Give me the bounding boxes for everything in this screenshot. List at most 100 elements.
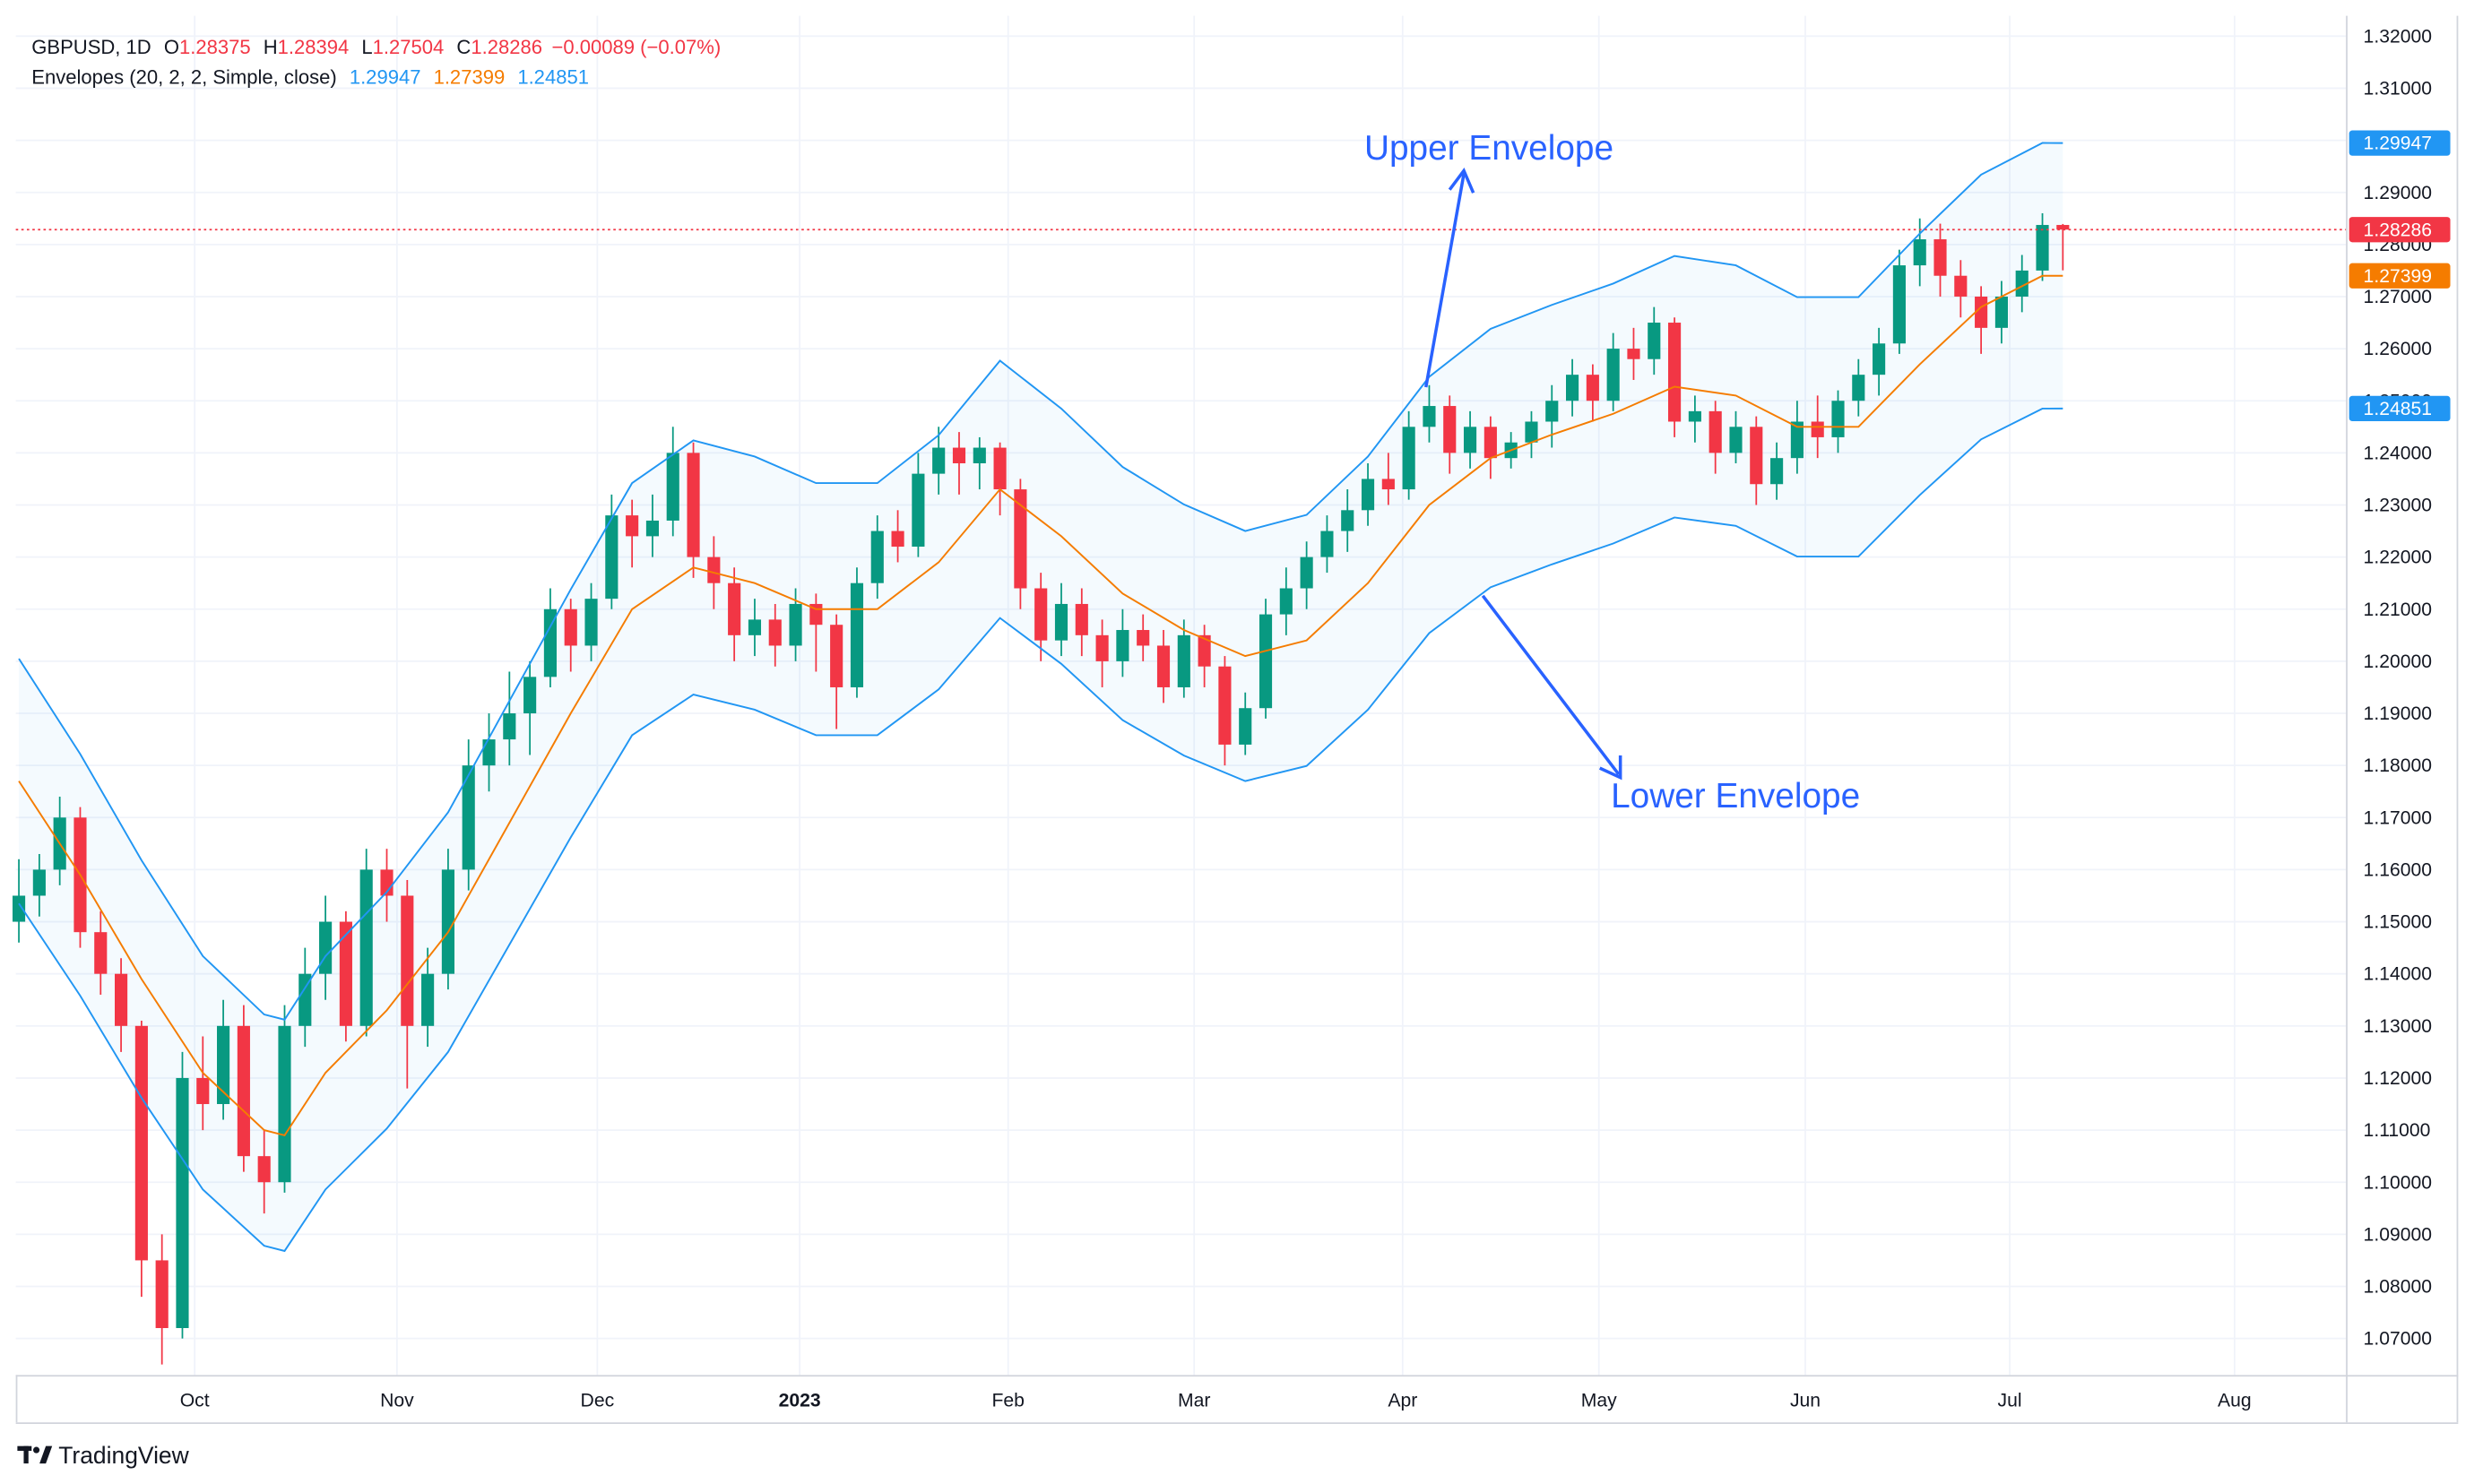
y-tick-label: 1.27000 xyxy=(2364,287,2432,307)
candle-body xyxy=(1177,634,1190,687)
y-tick-label: 1.12000 xyxy=(2364,1068,2432,1089)
candle-body xyxy=(32,869,46,896)
candle-body xyxy=(1320,531,1334,557)
candle-body xyxy=(217,1025,230,1105)
y-tick-label: 1.29000 xyxy=(2364,183,2432,203)
ohlc-value: 1.28394 xyxy=(278,36,350,58)
candle-body xyxy=(503,713,516,740)
price-tag-label: 1.27399 xyxy=(2364,266,2432,287)
y-tick-label: 1.21000 xyxy=(2364,600,2432,620)
candle-body xyxy=(830,625,843,687)
y-tick-label: 1.24000 xyxy=(2364,443,2432,463)
candle-body xyxy=(1975,296,1988,328)
x-tick-label: Jul xyxy=(1998,1391,2022,1411)
candle-body xyxy=(1627,349,1640,359)
indicator-legend: Envelopes (20, 2, 2, Simple, close) 1.299… xyxy=(31,65,589,88)
indicator-value: 1.24851 xyxy=(517,65,589,88)
symbol: GBPUSD, 1D xyxy=(31,36,151,58)
y-tick-label: 1.07000 xyxy=(2364,1329,2432,1350)
y-tick-label: 1.16000 xyxy=(2364,859,2432,880)
candle-body xyxy=(1586,375,1599,401)
x-tick-label: Oct xyxy=(180,1391,210,1411)
y-tick-label: 1.10000 xyxy=(2364,1172,2432,1193)
candle-body xyxy=(1381,479,1395,490)
candle-body xyxy=(768,619,782,646)
candle-body xyxy=(1198,634,1211,667)
candle-body xyxy=(789,603,802,646)
indicator-value: 1.29947 xyxy=(350,65,421,88)
candle-body xyxy=(1116,630,1129,661)
candle-body xyxy=(645,520,660,537)
candle-body xyxy=(748,619,762,635)
price-tag-label: 1.28286 xyxy=(2364,220,2432,240)
y-tick-label: 1.15000 xyxy=(2364,912,2432,933)
candle-body xyxy=(12,895,26,922)
candle-body xyxy=(401,895,414,1026)
candle-body xyxy=(850,582,864,687)
x-tick-label: May xyxy=(1581,1391,1617,1411)
candle-body xyxy=(1831,401,1845,437)
candle-body xyxy=(1668,323,1682,422)
header-ohlc: GBPUSD, 1D O1.28375 H1.28394 L1.27504 C1.282… xyxy=(31,36,721,58)
arrow xyxy=(1424,173,1466,388)
change: −0.00089 (−0.07%) xyxy=(552,36,722,58)
candle-body xyxy=(339,921,352,1026)
plot xyxy=(12,142,2347,1365)
candle-body xyxy=(687,453,700,557)
candle-body xyxy=(626,515,639,537)
candle-body xyxy=(1648,323,1661,359)
candle-body xyxy=(441,869,454,974)
price-tag xyxy=(2349,217,2451,243)
ohlc-value: 1.28375 xyxy=(179,36,251,58)
candle-body xyxy=(1279,588,1293,615)
candle-body xyxy=(912,473,925,548)
candle-body xyxy=(319,921,333,974)
candle-body xyxy=(237,1025,250,1157)
y-tick-label: 1.11000 xyxy=(2364,1120,2431,1141)
candle-body xyxy=(421,973,435,1026)
candle-body xyxy=(1075,603,1088,635)
candle-body xyxy=(1790,421,1804,459)
candle-body xyxy=(1994,296,2008,328)
candle-body xyxy=(1688,410,1701,422)
logo-part xyxy=(33,1446,40,1454)
ohlc-value: 1.28286 xyxy=(471,36,542,58)
candle-body xyxy=(543,608,557,677)
candle-body xyxy=(1423,406,1436,427)
candle-body xyxy=(1565,375,1579,401)
x-tick-label: Dec xyxy=(581,1391,615,1411)
x-tick-label: 2023 xyxy=(779,1391,821,1411)
price-tag-label: 1.24851 xyxy=(2364,399,2432,419)
y-tick-label: 1.19000 xyxy=(2364,703,2432,724)
candle-body xyxy=(2036,225,2049,271)
candle-body xyxy=(932,447,946,474)
x-tick-label: Mar xyxy=(1178,1391,1210,1411)
candle-body xyxy=(278,1025,291,1183)
annotation: Lower Envelope xyxy=(1611,777,1860,815)
candle-body xyxy=(1484,427,1497,459)
candle-body xyxy=(115,973,128,1026)
logo-part xyxy=(23,1445,29,1464)
candle-body xyxy=(298,973,312,1026)
candle-body xyxy=(707,556,721,583)
envelope-upper xyxy=(18,142,2063,1021)
x-tick-label: Nov xyxy=(380,1391,414,1411)
candle-body xyxy=(1034,588,1048,641)
candle-body xyxy=(2056,225,2070,230)
price-tag xyxy=(2349,263,2451,289)
candle-body xyxy=(1545,401,1559,422)
candle-body xyxy=(1443,406,1457,453)
candle-body xyxy=(1933,239,1947,276)
candle-body xyxy=(462,765,475,870)
y-tick-label: 1.13000 xyxy=(2364,1016,2432,1037)
candle-body xyxy=(1750,427,1763,485)
candle-body xyxy=(728,582,741,635)
candle-body xyxy=(605,515,618,600)
x-tick-label: Aug xyxy=(2218,1391,2252,1411)
candle-body xyxy=(176,1077,189,1328)
candle-body xyxy=(870,531,884,583)
price-tag-label: 1.29947 xyxy=(2364,134,2432,154)
y-tick-label: 1.17000 xyxy=(2364,807,2432,828)
candle-body xyxy=(1811,421,1824,437)
